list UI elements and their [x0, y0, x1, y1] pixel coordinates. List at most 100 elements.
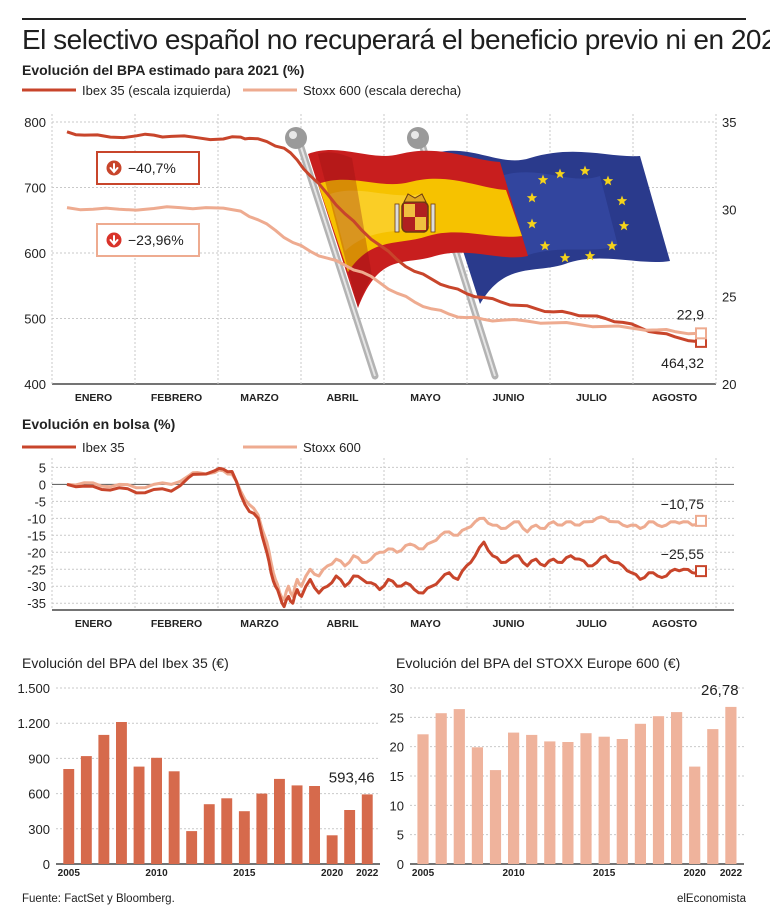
month-label: JULIO — [576, 392, 607, 404]
legend-label-stoxx: Stoxx 600 (escala derecha) — [303, 83, 461, 98]
source-note: Fuente: FactSet y Bloomberg. — [22, 893, 175, 905]
stoxx-end-marker — [695, 327, 707, 340]
y-tick-label: 0 — [43, 857, 50, 872]
stoxx-bpa-line — [66, 205, 702, 336]
month-label: ABRIL — [326, 618, 359, 630]
bar-2017 — [274, 778, 285, 864]
eu-flag-shade — [500, 172, 618, 256]
legend-label-ibex: Ibex 35 (escala izquierda) — [82, 83, 231, 98]
x-tick-label: 2020 — [684, 868, 707, 879]
eu-flag-star — [618, 220, 630, 231]
y-tick-label: 30 — [390, 681, 404, 696]
bar-2021 — [344, 810, 356, 864]
y-tick-label: 25 — [390, 710, 404, 725]
flagpole-eu-knob — [407, 127, 429, 149]
x-tick-label: 2010 — [145, 868, 168, 879]
bar-2013 — [562, 742, 574, 864]
x-tick-label: 2022 — [720, 868, 743, 879]
eu-flag-star — [584, 250, 596, 261]
bar-2012 — [544, 741, 556, 864]
bar-2008 — [471, 747, 483, 864]
x-tick-label: 2020 — [321, 868, 344, 879]
flagpole-spain-knob-shine — [289, 131, 297, 139]
eu-flag-star — [579, 165, 591, 176]
bar-2018 — [652, 716, 665, 864]
bar-2006 — [80, 756, 92, 864]
bar-2007 — [98, 734, 110, 864]
month-label: ABRIL — [326, 392, 359, 404]
stoxx-end-value: 22,9 — [677, 306, 704, 322]
x-tick-label: 2022 — [356, 868, 379, 879]
x-tick-label: 2015 — [233, 868, 256, 879]
coat-of-arms-q4 — [415, 217, 426, 230]
y-tick-label: 1.500 — [17, 681, 50, 696]
ibex-bpa-title: Evolución del BPA del Ibex 35 (€) — [22, 655, 229, 671]
market-performance-line-chart: Ibex 35 Stoxx 600 5 0 -5 -10 -15 -20 -25 -30 -35 E… — [22, 440, 734, 630]
y-tick-label: 15 — [390, 769, 404, 784]
y-tick-label: -35 — [27, 596, 46, 611]
y-tick-label: 20 — [390, 740, 404, 755]
right-tick-label: 30 — [722, 202, 736, 217]
left-tick-label: 800 — [24, 115, 46, 130]
bar-2007 — [453, 709, 465, 864]
y-tick-label: -15 — [27, 528, 46, 543]
bar-2013 — [203, 804, 215, 864]
axis-labels: 800 700 600 500 400 35 30 25 20 ENERO FEBRERO MARZO… — [24, 115, 736, 404]
series-lines — [66, 130, 707, 348]
flagpole-eu-knob-shine — [411, 131, 419, 139]
ibex-change-label: −40,7% — [128, 160, 176, 176]
bar-2005 — [63, 769, 75, 864]
x-tick-label: 2005 — [58, 868, 81, 879]
top-rule — [22, 18, 746, 20]
ibex-end-value: −25,55 — [661, 546, 704, 562]
bar-2014 — [580, 733, 592, 864]
left-tick-label: 600 — [24, 246, 46, 261]
brand-logo: elEconomista — [676, 893, 746, 905]
y-tick-label: 5 — [39, 460, 46, 475]
month-label: JUNIO — [492, 618, 524, 630]
month-label: JUNIO — [492, 392, 524, 404]
month-label: ENERO — [75, 618, 112, 630]
bar-2021 — [707, 729, 719, 864]
right-tick-label: 25 — [722, 290, 736, 305]
bar-2014 — [221, 798, 233, 864]
bar-2006 — [435, 713, 447, 864]
bar-2009 — [489, 770, 502, 864]
month-label: JULIO — [576, 618, 607, 630]
month-label: MARZO — [240, 618, 279, 630]
bar-2019 — [309, 786, 320, 864]
bar-2015 — [238, 811, 250, 864]
ibex-end-marker — [695, 565, 707, 578]
x-tick-label: 2010 — [502, 868, 525, 879]
y-tick-label: 1.200 — [17, 716, 50, 731]
y-tick-label: 600 — [28, 787, 50, 802]
bar-2020 — [689, 766, 701, 864]
stoxx-change-icon-arrow — [109, 235, 119, 246]
eu-flag-star — [602, 175, 614, 186]
market-chart-title: Evolución en bolsa (%) — [22, 416, 176, 432]
eu-flag-star — [554, 168, 566, 179]
bpa-chart-title: Evolución del BPA estimado para 2021 (%) — [22, 62, 305, 78]
bar-2011 — [168, 771, 180, 864]
left-tick-label: 400 — [24, 377, 46, 392]
bar-2005 — [417, 734, 429, 864]
eu-flag-star — [559, 252, 571, 263]
eu-flag-star — [537, 174, 549, 185]
eu-flag-star — [616, 195, 628, 206]
eu-flag-star — [539, 240, 551, 251]
ibex-bpa-line — [66, 130, 702, 344]
month-label: ENERO — [75, 392, 112, 404]
bar-2011 — [526, 734, 538, 864]
bar-2012 — [186, 831, 198, 864]
ibex-market-line — [66, 466, 702, 609]
y-tick-label: 900 — [28, 751, 50, 766]
highlight-value-label: 593,46 — [329, 769, 375, 786]
stoxx-change-label: −23,96% — [128, 232, 184, 248]
month-label: MAYO — [410, 618, 441, 630]
ibex-bpa-bar-chart: 1.500 1.200 900 600 300 0 2005 2010 2015 2020 2022… — [17, 681, 380, 879]
month-label: FEBRERO — [151, 392, 202, 404]
coat-crown — [403, 193, 427, 203]
bar-2019 — [671, 712, 683, 864]
legend-label-ibex: Ibex 35 — [82, 440, 125, 455]
legend: Ibex 35 Stoxx 600 — [22, 440, 361, 455]
